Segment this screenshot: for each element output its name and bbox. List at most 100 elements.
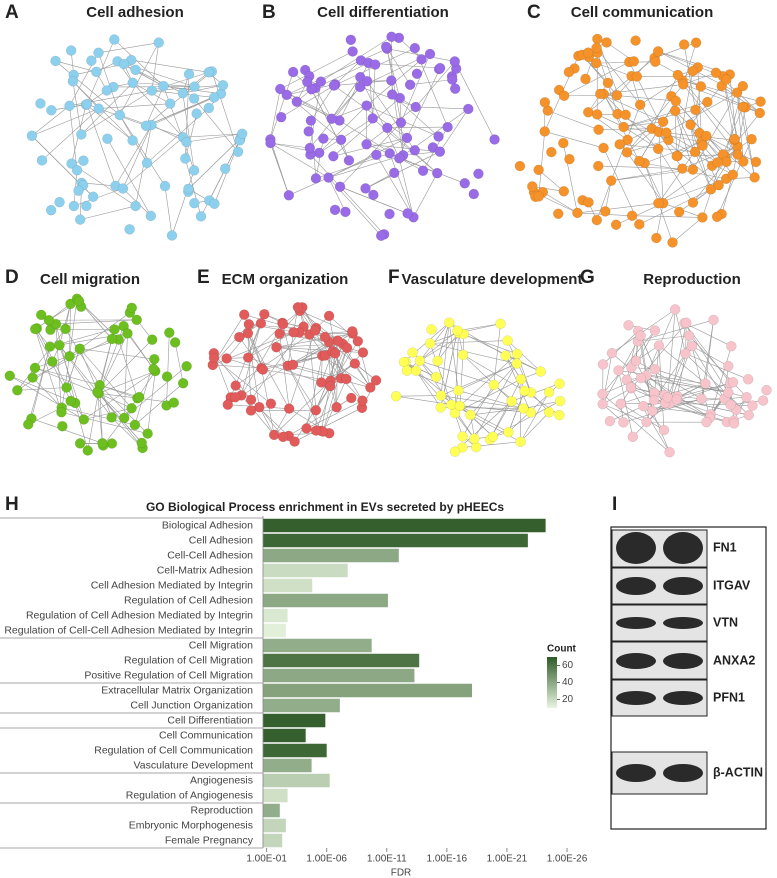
network-node bbox=[650, 56, 661, 67]
network-node bbox=[687, 65, 699, 77]
network-edge bbox=[623, 126, 659, 150]
network-node bbox=[168, 397, 180, 408]
network-edge bbox=[415, 370, 441, 408]
category-label: Vasculature Development bbox=[134, 759, 254, 771]
network-edge bbox=[321, 385, 331, 431]
network-node bbox=[591, 214, 603, 226]
category-label: Regulation of Cell-Cell Adhesion Mediate… bbox=[4, 624, 253, 636]
network-node bbox=[177, 87, 189, 99]
network-node bbox=[495, 318, 506, 330]
network-edge bbox=[118, 339, 138, 399]
network-edge bbox=[171, 170, 195, 236]
network-node bbox=[459, 178, 470, 189]
panel-title: Cell migration bbox=[40, 271, 140, 288]
network-edge bbox=[651, 74, 679, 129]
network-edge bbox=[489, 379, 522, 440]
network-node bbox=[447, 74, 458, 85]
category-label: Cell Migration bbox=[189, 639, 253, 651]
colorbar-tick-label: 40 bbox=[562, 677, 574, 688]
network-edge bbox=[333, 85, 408, 139]
network-edge bbox=[459, 353, 518, 407]
bar bbox=[263, 578, 313, 593]
network-node bbox=[328, 80, 340, 91]
network-node bbox=[283, 190, 295, 201]
network-node bbox=[230, 380, 241, 391]
panel-letter: G bbox=[580, 267, 595, 288]
network-edge bbox=[32, 377, 62, 408]
blot-band bbox=[616, 653, 656, 669]
network-node bbox=[558, 186, 570, 197]
network-node bbox=[430, 371, 442, 383]
network-node bbox=[433, 131, 444, 142]
network-edge bbox=[640, 335, 656, 370]
blot-label: FN1 bbox=[713, 540, 737, 554]
panel-letter: C bbox=[527, 2, 541, 23]
network-node bbox=[402, 208, 413, 219]
network-node bbox=[149, 353, 160, 365]
network-edge bbox=[623, 398, 702, 423]
network-edge bbox=[454, 378, 522, 414]
network-node bbox=[265, 137, 276, 149]
network-node bbox=[572, 207, 583, 219]
network-node bbox=[434, 146, 446, 157]
blot-band bbox=[616, 532, 656, 564]
network-node bbox=[554, 395, 566, 407]
network-node bbox=[452, 325, 463, 336]
network-node bbox=[183, 68, 195, 80]
network-node bbox=[309, 325, 321, 336]
network-edge bbox=[429, 343, 452, 405]
network-node bbox=[628, 56, 640, 67]
network-edge bbox=[669, 322, 687, 404]
network-node bbox=[91, 66, 102, 78]
network-node bbox=[394, 152, 405, 164]
network-edge bbox=[79, 348, 132, 409]
network-edge bbox=[676, 71, 694, 157]
network-node bbox=[473, 168, 484, 180]
network-edge bbox=[470, 408, 524, 416]
network-edge bbox=[322, 355, 371, 388]
network-edge bbox=[600, 93, 664, 123]
network-node bbox=[435, 402, 446, 413]
network-node bbox=[410, 365, 422, 376]
network-edge bbox=[328, 154, 377, 178]
bar bbox=[263, 518, 546, 533]
network-node bbox=[749, 172, 760, 183]
network-edge bbox=[430, 340, 508, 344]
network-node bbox=[81, 98, 93, 110]
network-node bbox=[114, 109, 126, 121]
network-edge bbox=[656, 203, 664, 239]
network-node bbox=[711, 211, 723, 223]
network-edge bbox=[626, 152, 664, 204]
network-node bbox=[511, 348, 523, 360]
network-node bbox=[737, 80, 749, 92]
network-node bbox=[106, 412, 117, 423]
network-node bbox=[106, 438, 118, 449]
network-node bbox=[281, 89, 293, 101]
network-node bbox=[710, 67, 722, 78]
network-node bbox=[615, 398, 627, 409]
network-edge bbox=[538, 169, 565, 192]
network-node bbox=[68, 200, 80, 212]
network-node bbox=[131, 314, 142, 326]
network-edge bbox=[493, 323, 501, 385]
network-node bbox=[93, 103, 104, 114]
network-node bbox=[487, 431, 499, 442]
network-node bbox=[453, 385, 464, 396]
x-tick-label: 1.00E-01 bbox=[246, 854, 287, 865]
network-node bbox=[407, 347, 418, 358]
network-node bbox=[506, 395, 517, 407]
network-edge bbox=[682, 80, 761, 102]
network-node bbox=[685, 119, 696, 131]
category-label: Regulation of Cell Communication bbox=[94, 744, 253, 756]
network-edge bbox=[658, 132, 664, 204]
network-edge bbox=[637, 319, 714, 342]
network-edge bbox=[684, 322, 732, 347]
network-edge bbox=[618, 370, 706, 384]
network-node bbox=[426, 324, 437, 335]
blot-band bbox=[616, 577, 656, 595]
category-label: Extracellular Matrix Organization bbox=[101, 684, 253, 696]
network-node bbox=[64, 100, 75, 112]
category-label: Cell Adhesion Mediated by Integrin bbox=[91, 579, 253, 591]
network-node bbox=[370, 375, 382, 386]
network-node bbox=[591, 57, 602, 69]
